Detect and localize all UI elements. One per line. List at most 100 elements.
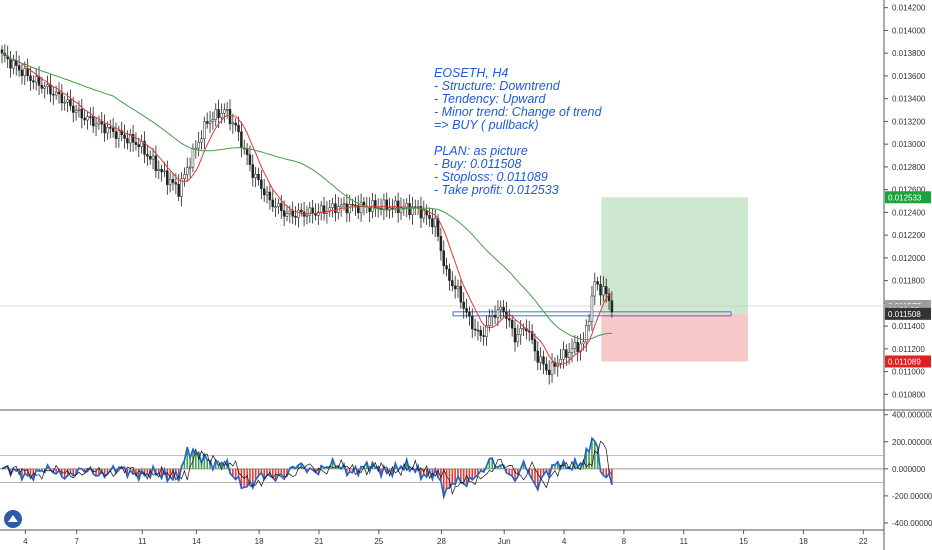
price-tick-label: 0.010800	[892, 390, 926, 399]
candle	[436, 218, 440, 237]
candle	[106, 127, 109, 134]
candle	[510, 319, 514, 329]
candle	[499, 306, 502, 311]
price-tick-label: 0.013800	[892, 49, 926, 58]
candle	[357, 205, 360, 214]
candle	[334, 203, 337, 213]
price-tick-label: 0.014200	[892, 4, 926, 13]
candle	[146, 154, 149, 157]
candle	[570, 348, 574, 353]
candle	[359, 201, 363, 214]
candle	[117, 130, 121, 139]
candle	[217, 109, 220, 118]
time-tick-label: 4	[23, 537, 28, 546]
candle	[419, 206, 423, 219]
candle	[254, 173, 257, 178]
candle	[607, 293, 611, 302]
candle	[587, 321, 591, 326]
candle	[542, 356, 545, 365]
candle	[43, 86, 46, 89]
indicator-lag-line	[1, 440, 613, 496]
time-tick-label: 18	[255, 537, 264, 546]
candle	[163, 170, 166, 173]
candle	[86, 116, 89, 121]
candle	[482, 335, 485, 337]
candle	[408, 203, 411, 216]
indicator-pane: 400.000000 200.000000 0.000000 -200.000000 -…	[0, 411, 932, 528]
candle	[100, 121, 103, 125]
candle	[151, 155, 155, 160]
candle	[422, 210, 426, 219]
candle	[49, 84, 52, 95]
candle	[83, 117, 86, 121]
candle	[63, 101, 66, 104]
candles	[0, 44, 614, 385]
price-badge	[885, 307, 931, 320]
indicator-tick-label: 400.000000	[892, 411, 932, 420]
price-tick-label: 0.014000	[892, 26, 926, 35]
price-tick-label: 0.012000	[892, 254, 926, 263]
candle	[579, 343, 582, 353]
candle	[433, 218, 437, 228]
indicator-tick-label: -400.000000	[892, 519, 932, 528]
candle	[148, 156, 152, 160]
candle	[188, 166, 192, 169]
price-tick-label: 0.011000	[892, 368, 925, 377]
candle	[32, 80, 35, 83]
candle	[604, 286, 608, 295]
candle	[462, 301, 465, 309]
price-tick-label: 0.013200	[892, 117, 926, 126]
candle	[180, 178, 183, 197]
candle	[97, 121, 101, 125]
candle	[582, 341, 585, 345]
candle	[245, 148, 249, 156]
candle	[248, 154, 252, 165]
candle	[140, 141, 143, 148]
candle	[231, 122, 235, 125]
candle	[34, 76, 38, 83]
candle	[46, 84, 49, 88]
moving-average-line	[1, 52, 613, 366]
price-tick-label: 0.012600	[892, 186, 926, 195]
candle	[456, 286, 460, 290]
candle	[123, 134, 126, 139]
candle	[473, 328, 477, 331]
time-tick-label: 7	[74, 537, 79, 546]
candle	[54, 91, 58, 96]
price-badge-label: 0.011089	[888, 357, 921, 366]
candle	[271, 199, 274, 207]
candle	[479, 330, 483, 336]
candle	[103, 123, 106, 134]
position-zones[interactable]	[0, 197, 884, 362]
candle	[348, 204, 351, 214]
candle	[382, 199, 386, 211]
candle	[394, 200, 397, 209]
candle	[251, 164, 255, 178]
indicator-tick-label: 200.000000	[892, 438, 932, 447]
time-axis: 4 7 11 14 18 21 25 28 Jun 4 8 11 15 18 22	[23, 530, 868, 546]
indicator-signal-line	[1, 436, 613, 500]
price-tick-label: 0.011200	[892, 345, 925, 354]
candle	[399, 207, 403, 213]
candle	[12, 60, 15, 69]
time-tick-label: 28	[437, 537, 446, 546]
candle	[339, 204, 343, 207]
tradingview-logo-icon[interactable]	[4, 510, 22, 528]
candle	[308, 207, 312, 216]
price-badge	[885, 355, 931, 368]
candle	[211, 119, 215, 122]
candle	[465, 308, 468, 313]
candle	[126, 138, 129, 144]
time-tick-label: Jun	[498, 537, 511, 546]
take-profit-zone	[601, 197, 748, 314]
candle	[453, 285, 457, 290]
candle	[311, 207, 314, 214]
candle	[476, 329, 480, 332]
time-tick-label: 11	[680, 537, 689, 546]
price-tick-label: 0.013600	[892, 72, 926, 81]
candle	[60, 93, 64, 104]
candle	[573, 342, 577, 349]
candle	[519, 328, 522, 335]
